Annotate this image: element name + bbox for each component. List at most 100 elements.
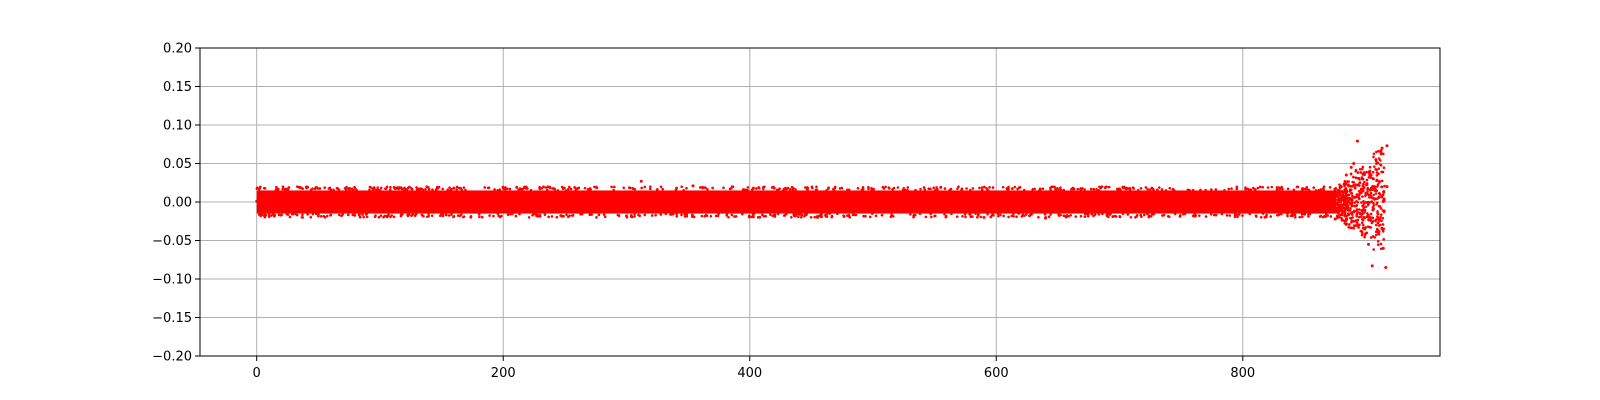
data-point <box>1199 188 1202 192</box>
data-point <box>1168 186 1172 190</box>
data-point <box>772 186 776 189</box>
data-point <box>1069 213 1072 217</box>
data-point <box>1363 227 1367 231</box>
data-point <box>751 186 755 190</box>
data-point <box>980 188 984 192</box>
data-point <box>1006 188 1009 191</box>
y-tick-label: 0.15 <box>163 80 192 95</box>
data-point <box>1375 174 1379 177</box>
data-point <box>820 215 823 219</box>
data-point <box>692 215 696 219</box>
data-point <box>842 215 846 218</box>
data-point <box>529 188 533 192</box>
data-point <box>1345 223 1348 226</box>
data-point <box>1370 188 1373 191</box>
data-point <box>1044 216 1048 220</box>
data-point <box>1381 223 1385 226</box>
data-point <box>1031 188 1034 191</box>
data-point <box>1367 201 1370 205</box>
data-point <box>1182 212 1185 216</box>
data-point <box>1382 197 1386 201</box>
data-point <box>1336 214 1339 218</box>
data-point <box>1375 179 1378 183</box>
data-point <box>1347 193 1351 197</box>
data-point <box>1369 173 1373 177</box>
data-point <box>1135 214 1139 218</box>
data-point <box>744 188 748 192</box>
data-point <box>550 215 554 218</box>
data-point <box>1367 218 1370 222</box>
data-point <box>1375 171 1379 174</box>
data-point <box>1371 219 1375 223</box>
data-point <box>1305 185 1309 189</box>
data-point <box>1342 182 1346 186</box>
data-point <box>1107 185 1111 189</box>
data-point <box>1369 212 1373 216</box>
data-point <box>852 213 856 217</box>
data-point <box>1227 187 1231 191</box>
data-point <box>805 213 808 217</box>
data-point <box>430 214 434 217</box>
data-point <box>571 213 575 217</box>
data-point <box>276 187 280 191</box>
data-point <box>1204 215 1208 218</box>
data-point <box>1371 208 1375 212</box>
data-point <box>1326 214 1330 217</box>
data-point <box>564 189 568 192</box>
data-point <box>864 214 867 218</box>
data-point <box>345 185 348 189</box>
data-point <box>543 213 547 216</box>
data-point <box>659 213 663 216</box>
data-point <box>969 215 973 218</box>
data-point <box>909 213 912 216</box>
data-point <box>1237 213 1241 216</box>
data-point <box>263 215 267 219</box>
data-point <box>1371 216 1375 220</box>
data-point <box>1337 189 1341 192</box>
data-point <box>856 186 860 190</box>
data-point <box>1145 212 1149 215</box>
data-point <box>1349 202 1352 206</box>
data-point <box>255 186 259 190</box>
data-point <box>960 187 964 191</box>
data-point <box>969 188 972 192</box>
data-point <box>379 186 383 190</box>
data-point <box>1161 214 1164 217</box>
data-point <box>935 186 938 189</box>
data-point <box>891 188 894 191</box>
data-point <box>1347 226 1351 229</box>
data-point <box>1337 198 1341 202</box>
data-point <box>255 199 259 203</box>
data-point <box>1371 235 1375 238</box>
data-point <box>510 212 514 216</box>
data-point <box>722 186 725 190</box>
data-point <box>888 187 891 190</box>
data-point <box>267 215 271 218</box>
data-point <box>1379 150 1383 154</box>
data-point <box>1342 191 1345 195</box>
data-point <box>990 214 994 217</box>
data-point <box>384 187 388 191</box>
data-point <box>982 215 986 219</box>
data-point <box>1360 230 1364 233</box>
data-point <box>1350 211 1354 214</box>
data-point <box>1033 187 1036 191</box>
data-point <box>574 189 578 192</box>
data-point <box>1353 204 1356 208</box>
data-point <box>351 188 355 192</box>
data-point <box>1375 202 1378 206</box>
data-point <box>1186 188 1190 192</box>
data-point <box>1376 221 1380 225</box>
data-point <box>1279 186 1283 190</box>
data-point <box>939 185 943 189</box>
data-point <box>327 187 331 190</box>
data-point <box>1317 188 1321 192</box>
data-point <box>922 186 926 189</box>
data-point <box>1355 208 1359 211</box>
data-point <box>273 215 276 218</box>
data-point <box>1340 219 1344 222</box>
data-point <box>301 213 304 217</box>
data-point <box>711 186 714 190</box>
data-point <box>1351 213 1354 216</box>
data-point <box>275 185 278 189</box>
